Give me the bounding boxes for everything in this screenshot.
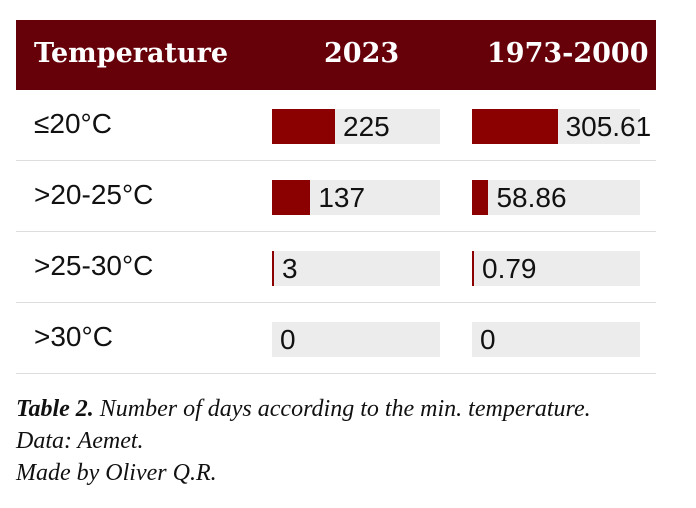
value-label-1973-2000: 0 [480, 324, 496, 355]
caption-text: Number of days according to the min. tem… [93, 396, 591, 422]
value-label-1973-2000: 58.86 [496, 182, 567, 213]
table-caption: Table 2. Number of days according to the… [16, 393, 692, 489]
row-label: >30°C [34, 321, 113, 352]
bar-cell-2023: 3 [272, 251, 440, 286]
header-1973-2000: 1973-2000 [487, 38, 649, 69]
row-label: ≤20°C [34, 108, 112, 139]
bar-1973-2000 [472, 109, 558, 144]
bar-2023 [272, 180, 311, 215]
table-header: Temperature 2023 1973-2000 [16, 20, 656, 90]
value-label-2023: 225 [343, 111, 390, 142]
bar-cell-2023: 137 [272, 180, 440, 215]
bar-cell-1973-2000: 305.61 [472, 109, 651, 144]
value-label-2023: 3 [282, 253, 298, 284]
caption-credit: Made by Oliver Q.R. [16, 460, 217, 486]
value-label-1973-2000: 305.61 [565, 111, 652, 142]
caption-source: Data: Aemet. [16, 428, 144, 454]
row-label: >20-25°C [34, 179, 154, 210]
table-row: >30°C 0 0 [16, 303, 656, 374]
header-2023: 2023 [324, 38, 400, 69]
bar-1973-2000 [472, 251, 474, 286]
bar-cell-1973-2000: 58.86 [472, 180, 640, 215]
bar-2023 [272, 251, 274, 286]
table-row: ≤20°C 225 305.61 [16, 90, 656, 161]
table-row: >20-25°C 137 58.86 [16, 161, 656, 232]
value-label-2023: 137 [318, 182, 366, 213]
bar-cell-1973-2000: 0 [472, 322, 640, 357]
value-label-2023: 0 [280, 324, 296, 355]
bar-2023 [272, 109, 335, 144]
caption-label: Table 2. [16, 396, 94, 422]
bar-cell-1973-2000: 0.79 [472, 251, 640, 286]
value-label-1973-2000: 0.79 [482, 253, 537, 284]
bar-1973-2000 [472, 180, 489, 215]
table-row: >25-30°C 3 0.79 [16, 232, 656, 303]
row-label: >25-30°C [34, 250, 154, 281]
caption-line-title: Table 2. Number of days according to the… [16, 393, 692, 425]
bar-cell-2023: 225 [272, 109, 440, 144]
header-temperature: Temperature [34, 38, 229, 69]
bar-cell-2023: 0 [272, 322, 440, 357]
